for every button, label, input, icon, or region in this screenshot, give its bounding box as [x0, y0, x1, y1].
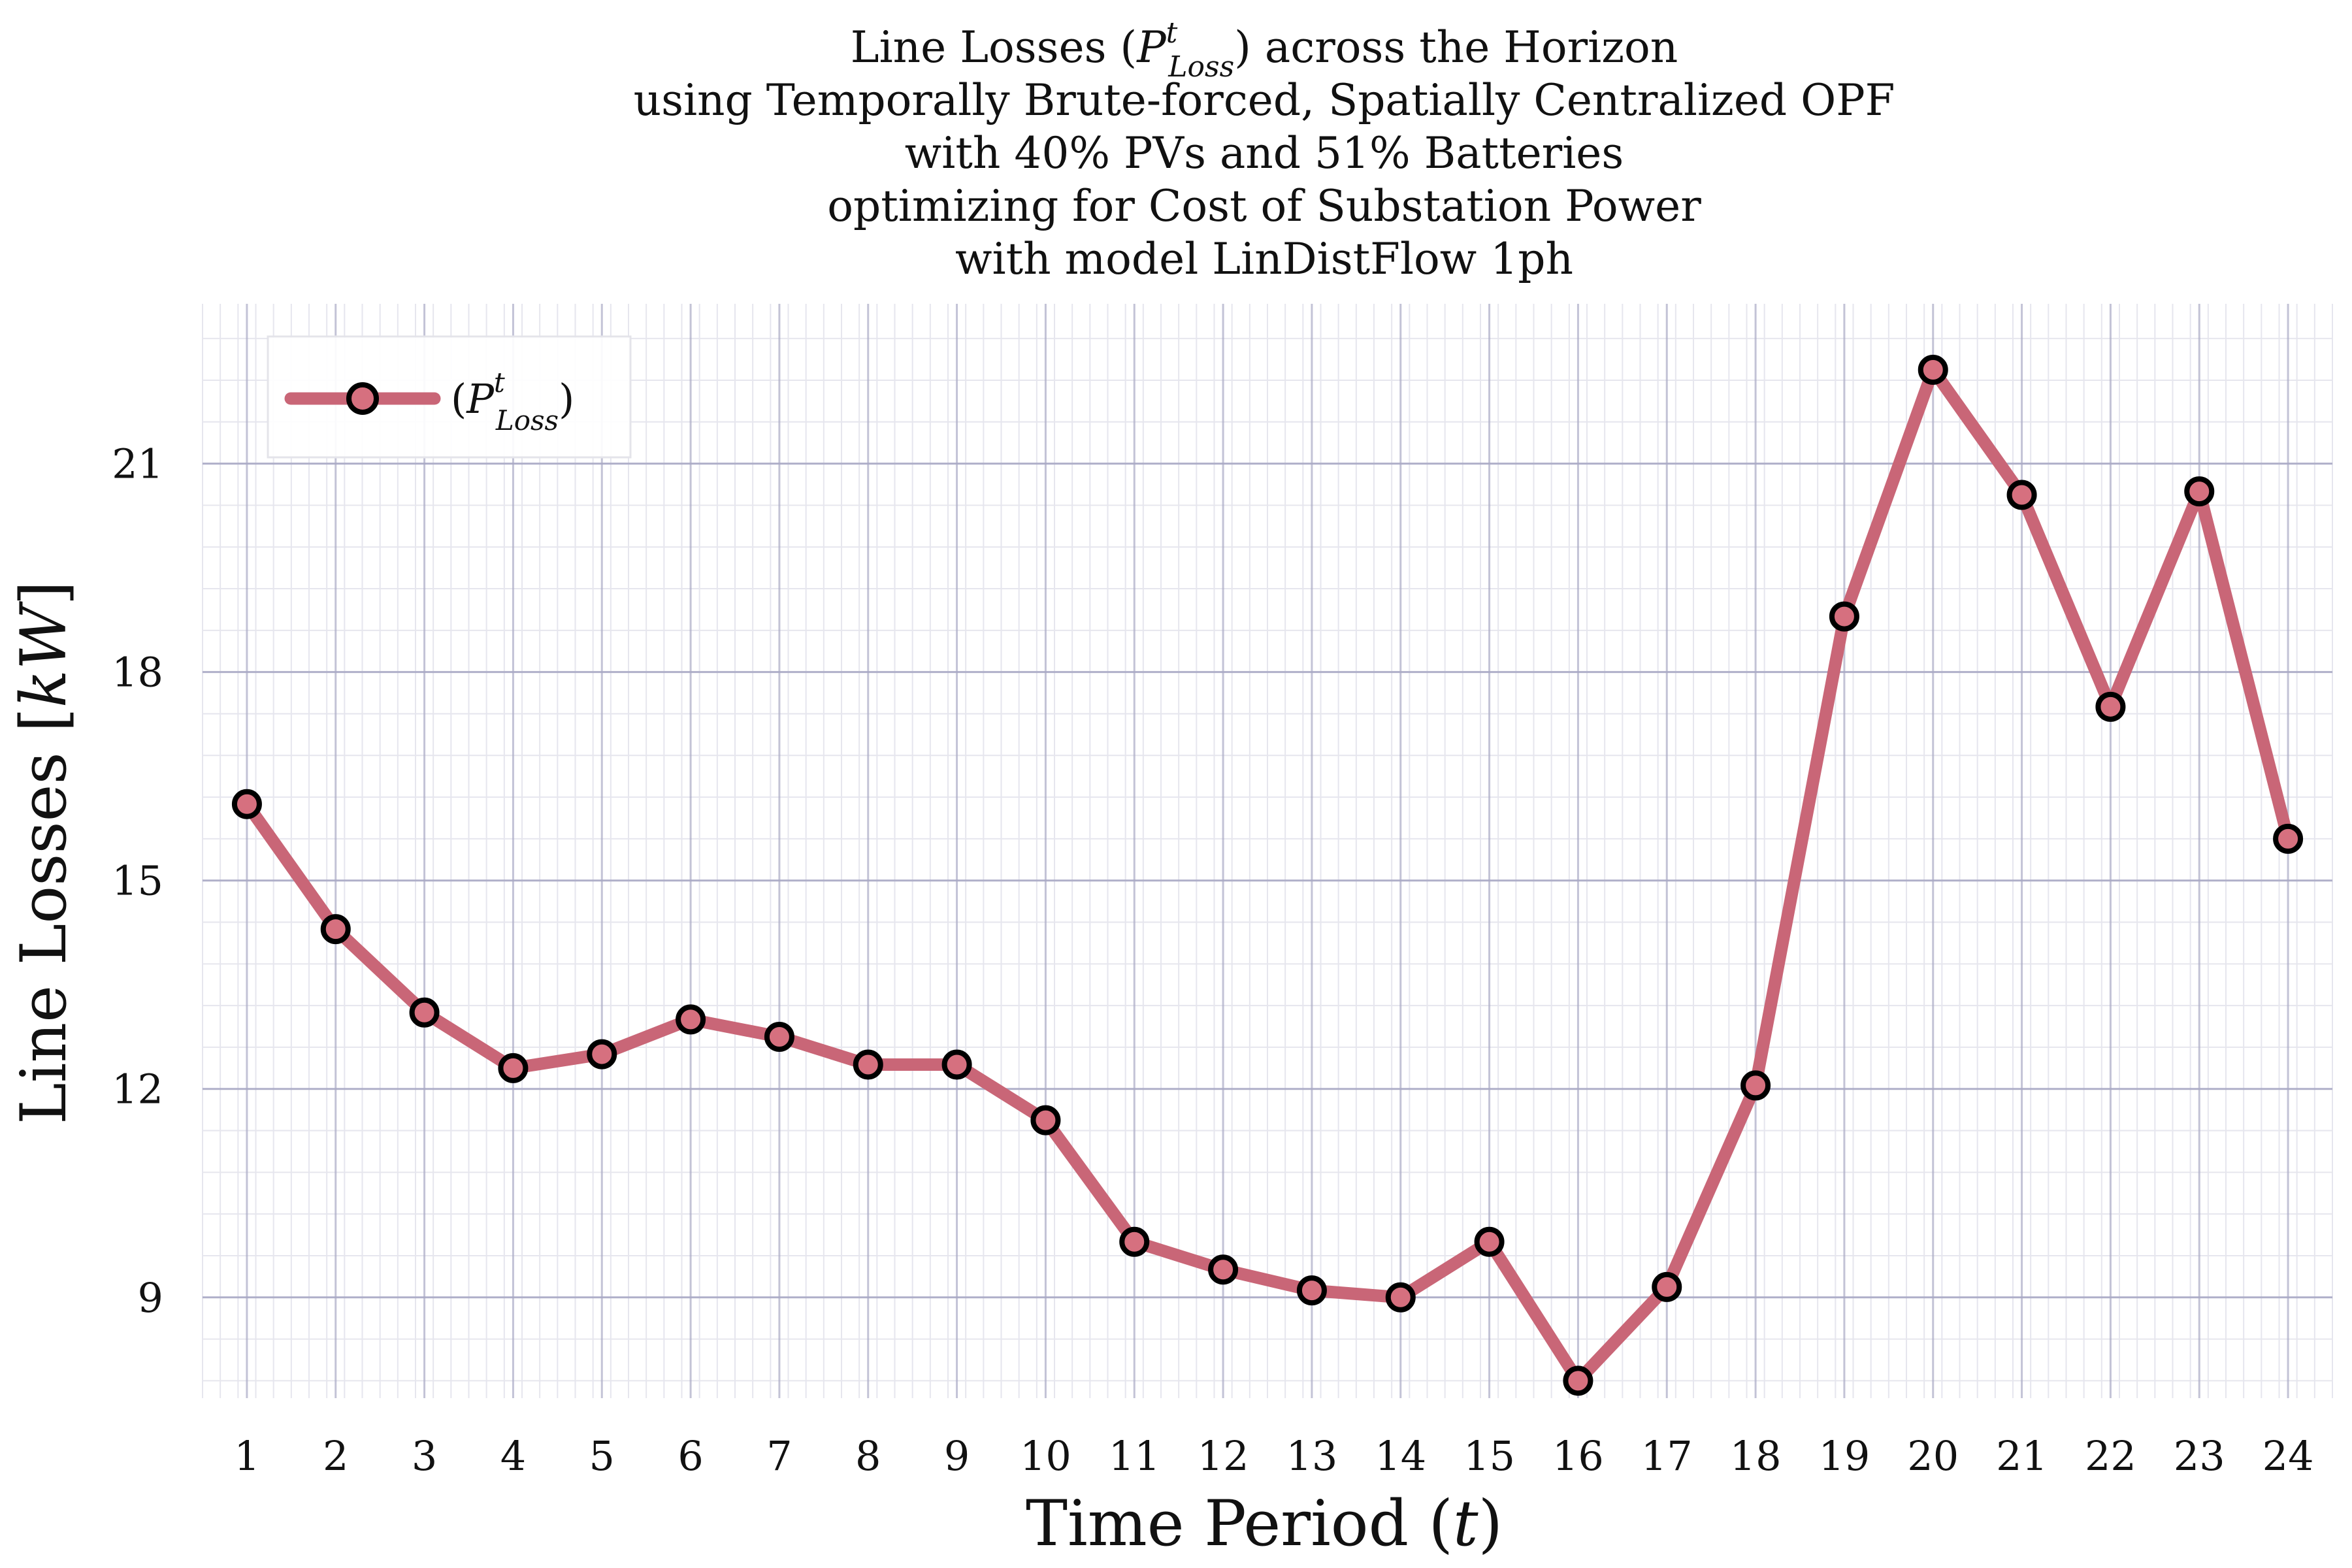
- data-point: [1296, 1275, 1327, 1306]
- x-tick-label: 16: [1552, 1432, 1604, 1480]
- x-tick-label: 19: [1818, 1432, 1870, 1480]
- minor-grid: [202, 304, 2333, 1398]
- x-tick-label: 1: [234, 1432, 259, 1480]
- data-point: [2006, 480, 2037, 510]
- data-point: [1563, 1365, 1593, 1396]
- data-point: [1740, 1070, 1771, 1101]
- data-point: [1208, 1254, 1239, 1285]
- y-tick-label: 15: [112, 857, 163, 905]
- data-point: [1652, 1271, 1682, 1302]
- y-axis-title: Line Losses [kW]: [7, 581, 80, 1124]
- data-point: [853, 1049, 883, 1080]
- x-tick-label: 12: [1198, 1432, 1249, 1480]
- x-tick-label: 3: [412, 1432, 437, 1480]
- x-tick-label: 15: [1463, 1432, 1515, 1480]
- x-tick-label: 24: [2262, 1432, 2314, 1480]
- y-tick-label: 21: [112, 440, 163, 488]
- data-point: [1474, 1226, 1505, 1257]
- x-tick-label: 5: [589, 1432, 615, 1480]
- x-tick-label: 7: [766, 1432, 792, 1480]
- x-tick-label: 20: [1907, 1432, 1959, 1480]
- data-point: [1030, 1105, 1061, 1135]
- data-point: [2095, 691, 2126, 722]
- x-tick-label: 10: [1020, 1432, 1071, 1480]
- x-tick-label: 2: [323, 1432, 348, 1480]
- data-point: [2273, 823, 2304, 854]
- title-line-1: Line Losses (Pt Loss) across the Horizon: [851, 16, 1678, 84]
- y-tick-label: 9: [138, 1274, 163, 1322]
- data-point: [2184, 476, 2215, 507]
- x-tick-label: 6: [678, 1432, 703, 1480]
- legend-box: [267, 335, 632, 459]
- x-axis-ticks: 1 2 3 4 5 6 7 8 9 10 11 12 13 14 15 16 17 18 19 20 21 22 23 24: [234, 1432, 2313, 1480]
- data-point: [1119, 1226, 1150, 1257]
- title-line-3: with 40% PVs and 51% Batteries: [905, 128, 1624, 178]
- y-axis-ticks: 9 12 15 18 21: [112, 440, 163, 1322]
- legend-marker: [346, 382, 379, 415]
- data-point: [1385, 1282, 1416, 1313]
- data-point: [587, 1039, 617, 1070]
- x-tick-label: 14: [1375, 1432, 1426, 1480]
- data-point: [231, 789, 262, 819]
- data-point: [1829, 601, 1859, 632]
- title-line-5: with model LinDistFlow 1ph: [955, 234, 1573, 284]
- legend-label: (Pt Loss): [451, 367, 574, 436]
- data-point: [764, 1021, 794, 1052]
- series-group: [231, 355, 2304, 1396]
- data-point: [941, 1049, 972, 1080]
- data-point: [1918, 355, 1948, 385]
- title-line-4: optimizing for Cost of Substation Power: [827, 181, 1701, 231]
- x-axis-title: Time Period (t): [1026, 1487, 1503, 1560]
- x-tick-label: 11: [1109, 1432, 1160, 1480]
- title-line-2: using Temporally Brute-forced, Spatially…: [634, 75, 1895, 125]
- x-tick-label: 22: [2085, 1432, 2136, 1480]
- y-tick-label: 18: [112, 649, 163, 696]
- x-axis-label: Time Period (t): [1026, 1487, 1503, 1560]
- x-tick-label: 18: [1730, 1432, 1782, 1480]
- data-point: [676, 1004, 706, 1035]
- y-axis-label: Line Losses [kW]: [7, 581, 80, 1124]
- data-point: [498, 1053, 529, 1083]
- x-tick-label: 13: [1286, 1432, 1337, 1480]
- data-point: [409, 997, 440, 1028]
- chart-title: Line Losses (Pt Loss) across the Horizonu…: [634, 16, 1895, 284]
- legend: (Pt Loss): [267, 335, 632, 459]
- y-tick-label: 12: [112, 1066, 163, 1113]
- x-tick-label: 21: [1996, 1432, 2048, 1480]
- x-tick-label: 4: [500, 1432, 526, 1480]
- x-tick-label: 17: [1641, 1432, 1693, 1480]
- x-tick-label: 8: [855, 1432, 881, 1480]
- x-tick-label: 9: [944, 1432, 970, 1480]
- data-point: [320, 914, 351, 945]
- x-tick-label: 23: [2174, 1432, 2225, 1480]
